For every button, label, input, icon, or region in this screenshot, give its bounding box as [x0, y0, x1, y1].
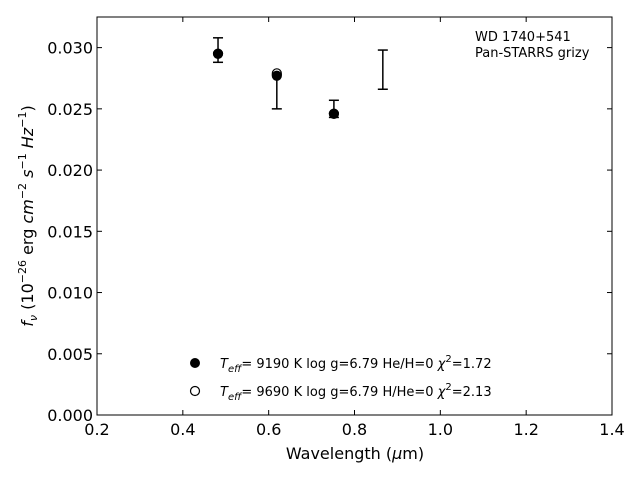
error-bars-group — [213, 37, 388, 119]
x-tick-label: 0.8 — [342, 420, 367, 439]
x-tick-label: 0.6 — [256, 420, 281, 439]
legend: Teff= 9190 K log g=6.79 He/H=0 χ2=1.72 T… — [189, 354, 492, 403]
plot-frame — [96, 16, 613, 416]
annotation-object: WD 1740+541 — [475, 30, 571, 45]
y-tick-label: 0.015 — [47, 222, 93, 241]
point-filled — [271, 70, 282, 81]
point-filled — [328, 108, 339, 119]
point-filled — [212, 48, 224, 59]
data-points-group — [212, 48, 339, 119]
legend-1-comp: He/H=0 — [382, 357, 433, 372]
x-tick-label: 1.4 — [599, 420, 624, 439]
legend-2-comp: H/He=0 — [382, 385, 433, 400]
x-tick-label: 0.2 — [84, 420, 109, 439]
x-tick-label: 0.4 — [170, 420, 195, 439]
y-tick-label: 0.005 — [47, 345, 93, 364]
legend-marker-filled — [190, 358, 200, 368]
legend-2-teff: 9690 K — [256, 385, 302, 400]
legend-entry-2: Teff= 9690 K log g=6.79 H/He=0 χ2=2.13 — [220, 382, 492, 403]
legend-2-chi: =2.13 — [452, 385, 492, 400]
legend-2-logg: log g=6.79 — [306, 385, 378, 400]
y-tick-label: 0.025 — [47, 100, 93, 119]
legend-marker-open — [189, 385, 201, 397]
svg-text:fν (10−26 erg cm−2 s−1 Hz−1): fν (10−26 erg cm−2 s−1 Hz−1) — [16, 105, 40, 326]
y-tick-label: 0.010 — [47, 284, 93, 303]
y-tick-label: 0.030 — [47, 39, 93, 58]
x-tick-label: 1.2 — [513, 420, 538, 439]
x-tick-label: 1.0 — [428, 420, 453, 439]
ticks-group: 0.2 0.4 0.6 0.8 1.0 1.2 1.4 0.000 0.005 0.010 0.01… — [47, 17, 625, 439]
legend-1-teff: 9190 K — [256, 357, 302, 372]
annotation-survey: Pan-STARRS grizy — [475, 46, 590, 61]
y-axis-label: fν (10−26 erg cm−2 s−1 Hz−1) — [16, 105, 40, 326]
x-axis-label: Wavelength (μm) — [286, 444, 424, 463]
legend-1-chi: =1.72 — [452, 357, 492, 372]
legend-1-logg: log g=6.79 — [306, 357, 378, 372]
legend-entry-1: Teff= 9190 K log g=6.79 He/H=0 χ2=1.72 — [220, 354, 492, 375]
y-tick-label: 0.020 — [47, 161, 93, 180]
y-tick-label: 0.000 — [47, 406, 93, 425]
